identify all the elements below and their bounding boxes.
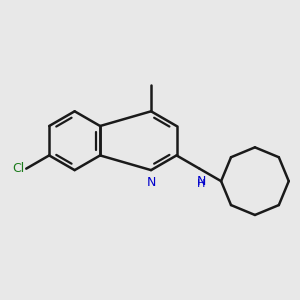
Text: N: N — [196, 175, 206, 188]
Text: Cl: Cl — [12, 162, 25, 175]
Text: N: N — [146, 176, 156, 189]
Text: H: H — [197, 178, 205, 189]
